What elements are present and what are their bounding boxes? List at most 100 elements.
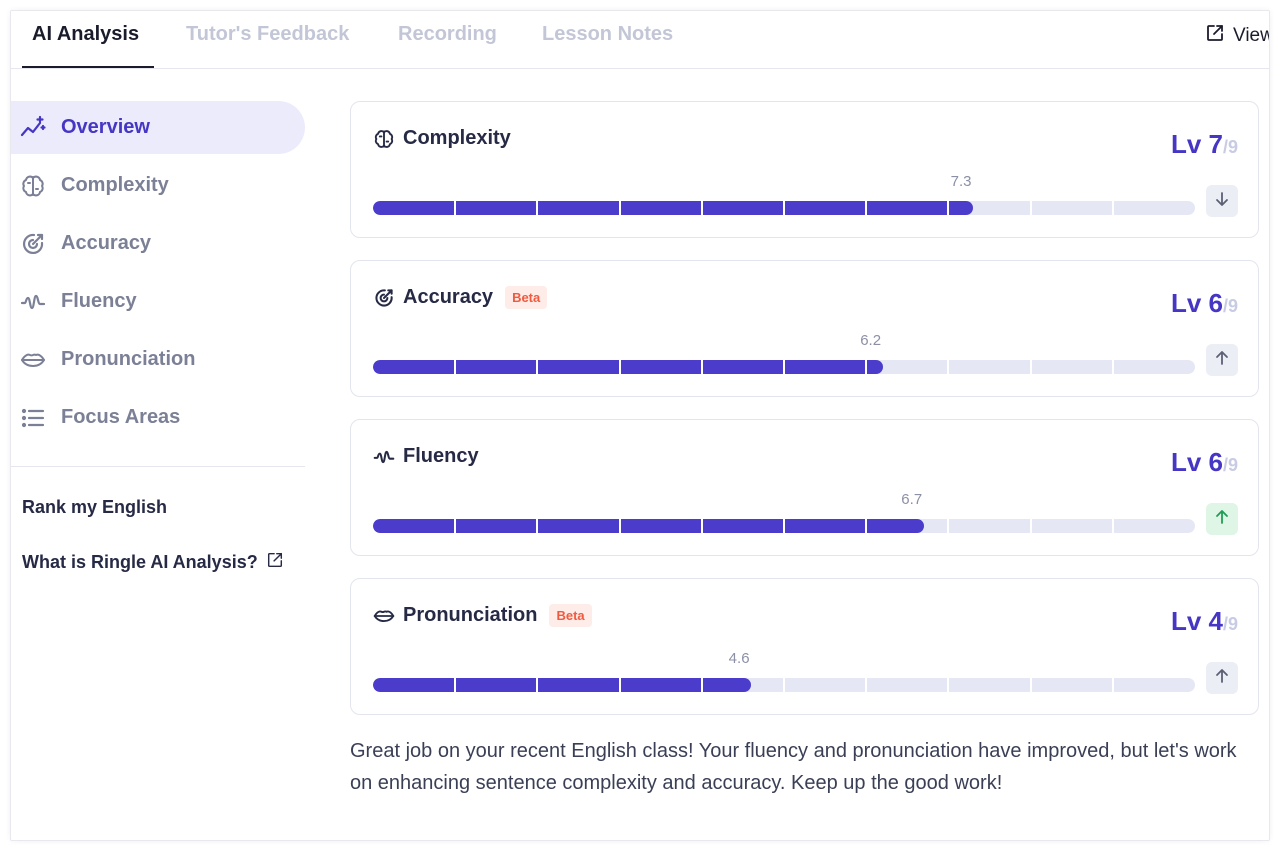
trend-up-button[interactable] xyxy=(1206,344,1238,376)
view-button-label: View xyxy=(1233,25,1270,46)
chart-sparkle-icon xyxy=(19,114,47,142)
arrow-up-icon xyxy=(1214,509,1230,530)
tab-tutors-feedback[interactable]: Tutor's Feedback xyxy=(186,23,350,45)
level-value: 6 xyxy=(1208,288,1223,318)
bar-segment-divider xyxy=(1111,201,1114,215)
sidebar-item-complexity[interactable]: Complexity xyxy=(11,159,305,212)
brain-icon xyxy=(373,128,395,150)
sidebar-item-fluency[interactable]: Fluency xyxy=(11,275,305,328)
metric-name: Pronunciation xyxy=(403,604,538,626)
bar-segment-divider xyxy=(454,519,457,533)
metric-level: Lv 7/9 xyxy=(1171,129,1238,160)
metric-title: Accuracy Beta xyxy=(373,286,548,309)
metric-title: Pronunciation Beta xyxy=(373,604,592,627)
view-button[interactable]: View xyxy=(1205,23,1270,49)
bar-segment-divider xyxy=(1111,678,1114,692)
bar-segment-divider xyxy=(536,519,539,533)
sidebar-item-label: Overview xyxy=(61,116,150,138)
wave-icon xyxy=(19,288,47,316)
external-link-icon xyxy=(1205,23,1225,49)
external-link-icon xyxy=(266,551,284,574)
metric-level: Lv 6/9 xyxy=(1171,447,1238,478)
sidebar-item-focus-areas[interactable]: Focus Areas xyxy=(11,391,305,444)
sidebar-item-accuracy[interactable]: Accuracy xyxy=(11,217,305,270)
level-value: 6 xyxy=(1208,447,1223,477)
level-prefix: Lv xyxy=(1170,288,1202,318)
rank-my-english-link[interactable]: Rank my English xyxy=(22,497,167,518)
what-is-ai-analysis-link[interactable]: What is Ringle AI Analysis? xyxy=(22,551,284,574)
lips-icon xyxy=(373,605,395,627)
sidebar-item-label: Fluency xyxy=(61,290,137,312)
level-max: /9 xyxy=(1222,614,1238,634)
bar-segment-divider xyxy=(947,360,950,374)
beta-badge: Beta xyxy=(505,286,548,309)
rank-my-english-label: Rank my English xyxy=(22,497,168,517)
analysis-panel: AI Analysis Tutor's Feedback Recording L… xyxy=(10,10,1270,841)
tab-recording[interactable]: Recording xyxy=(398,23,497,45)
metric-card-pronunciation: Pronunciation Beta Lv 4/9 4.6 xyxy=(350,578,1259,715)
sidebar-item-overview[interactable]: Overview xyxy=(11,101,305,154)
bar-segment-divider xyxy=(700,360,703,374)
bar-segment-divider xyxy=(947,678,950,692)
bar-segment-divider xyxy=(783,201,785,215)
trend-up-button[interactable] xyxy=(1206,503,1238,535)
arrow-up-icon xyxy=(1214,668,1230,689)
metric-score: 6.7 xyxy=(901,491,923,508)
lips-icon xyxy=(19,346,47,374)
bar-segment-divider xyxy=(536,201,539,215)
bar-segment-divider xyxy=(618,678,621,692)
metric-level: Lv 4/9 xyxy=(1171,606,1238,637)
analysis-summary: Great job on your recent English class! … xyxy=(350,740,1237,794)
bar-segment-divider xyxy=(1029,360,1032,374)
bar-segment-divider xyxy=(1029,519,1032,533)
sidebar-divider xyxy=(11,466,305,467)
bar-segment-divider xyxy=(536,360,539,374)
wave-icon xyxy=(373,446,395,468)
bar-segment-divider xyxy=(865,360,868,374)
trend-down-button[interactable] xyxy=(1206,185,1238,217)
bar-segment-divider xyxy=(700,678,703,692)
metric-score: 6.2 xyxy=(860,332,882,349)
bar-segment-divider xyxy=(618,201,621,215)
bar-segment-divider xyxy=(618,360,621,374)
metric-progress-bar xyxy=(373,678,1195,692)
sidebar-item-label: Complexity xyxy=(61,174,169,196)
tab-lesson-notes[interactable]: Lesson Notes xyxy=(542,23,674,45)
metric-progress-fill xyxy=(373,678,752,692)
target-icon xyxy=(373,287,395,309)
trend-up-button[interactable] xyxy=(1206,662,1238,694)
level-max: /9 xyxy=(1222,455,1238,475)
metric-progress-bar xyxy=(373,360,1195,374)
metric-name: Accuracy xyxy=(403,286,494,308)
bar-segment-divider xyxy=(536,678,539,692)
bar-segment-divider xyxy=(947,519,950,533)
metric-name: Complexity xyxy=(403,127,511,149)
sidebar-item-pronunciation[interactable]: Pronunciation xyxy=(11,333,305,386)
bar-segment-divider xyxy=(865,519,868,533)
bar-segment-divider xyxy=(1029,201,1032,215)
tab-ai-analysis[interactable]: AI Analysis xyxy=(32,23,140,45)
target-icon xyxy=(19,230,47,258)
bar-segment-divider xyxy=(1029,678,1032,692)
bar-segment-divider xyxy=(618,519,621,533)
bar-segment-divider xyxy=(865,678,868,692)
metric-progress-fill xyxy=(373,519,924,533)
metric-progress-bar xyxy=(373,519,1195,533)
sidebar-item-label: Pronunciation xyxy=(61,348,196,370)
tab-bar: AI Analysis Tutor's Feedback Recording L… xyxy=(11,11,1270,69)
list-icon xyxy=(19,404,47,432)
metric-score: 4.6 xyxy=(728,650,750,667)
metric-progress-bar xyxy=(373,201,1195,215)
level-prefix: Lv xyxy=(1170,129,1202,159)
bar-segment-divider xyxy=(1111,360,1114,374)
metric-score: 7.3 xyxy=(950,173,972,190)
level-max: /9 xyxy=(1222,296,1238,316)
bar-segment-divider xyxy=(454,678,457,692)
metric-progress-fill xyxy=(373,360,883,374)
sidebar-item-label: Accuracy xyxy=(61,232,152,254)
beta-badge: Beta xyxy=(549,604,592,627)
bar-segment-divider xyxy=(454,201,457,215)
level-value: 4 xyxy=(1208,606,1223,636)
metric-card-complexity: Complexity Lv 7/9 7.3 xyxy=(350,101,1259,238)
active-tab-underline xyxy=(22,66,154,68)
